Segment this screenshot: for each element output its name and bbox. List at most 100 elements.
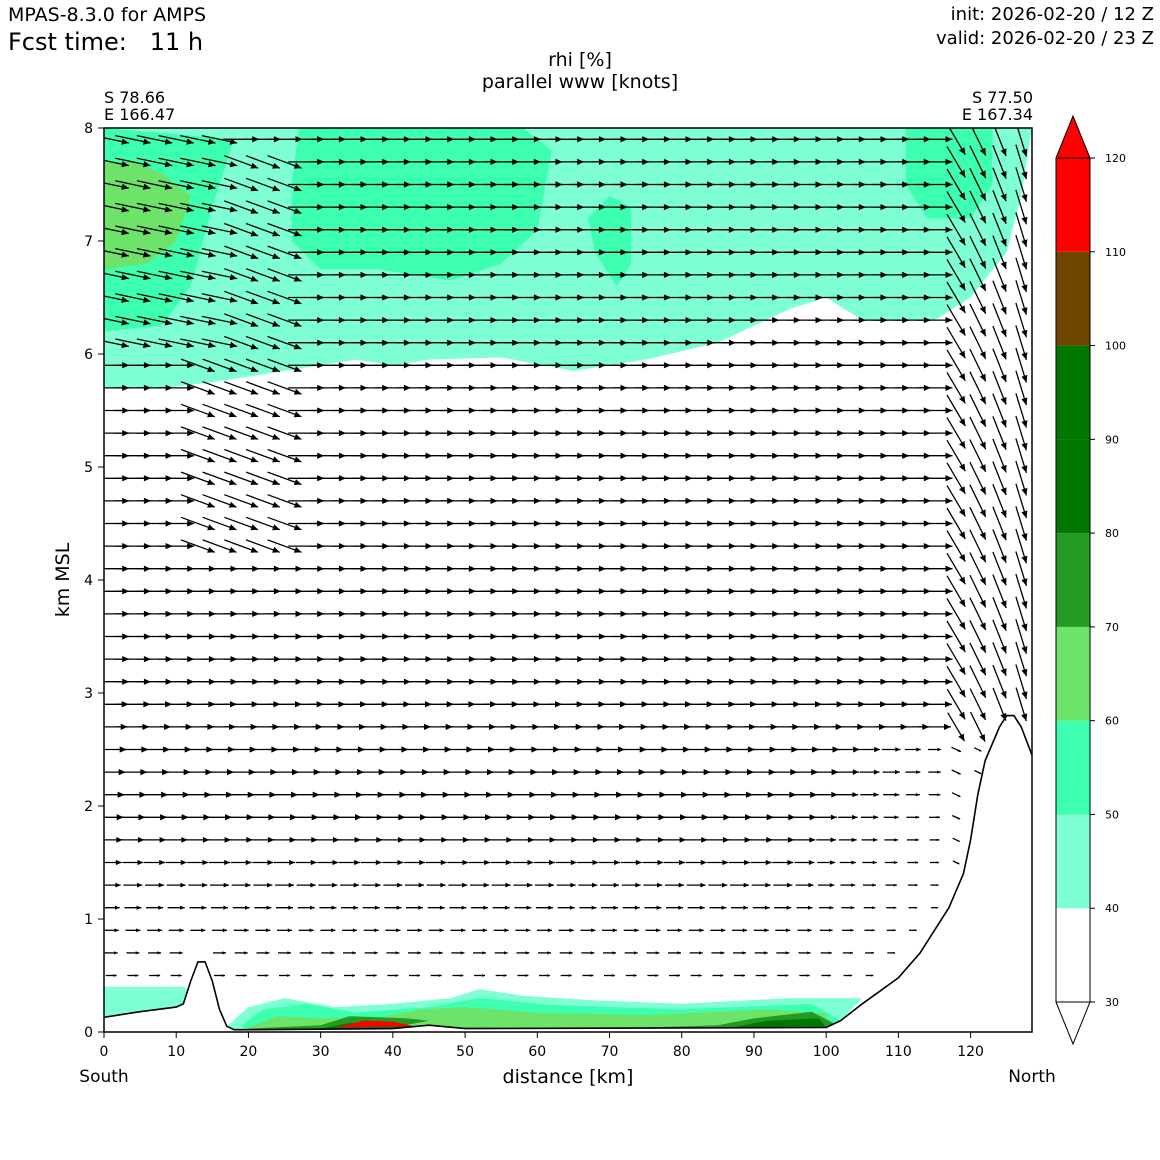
wind-arrow xyxy=(1015,257,1028,293)
wind-arrow xyxy=(104,295,129,303)
wind-arrow xyxy=(930,906,939,909)
wind-arrow xyxy=(364,951,378,955)
wind-arrow-head xyxy=(945,588,953,595)
wind-arrow-head xyxy=(978,771,982,774)
wind-arrow xyxy=(557,905,575,910)
wind-arrow-head xyxy=(764,951,768,955)
wind-arrow-head xyxy=(592,882,598,888)
wind-arrow xyxy=(245,516,281,531)
wind-arrow-head xyxy=(272,411,280,418)
wind-arrow xyxy=(946,417,966,449)
wind-arrow xyxy=(180,247,216,258)
wind-arrow-head xyxy=(1021,352,1028,360)
wind-arrow xyxy=(683,814,709,821)
wind-arrow xyxy=(706,837,730,843)
wind-arrow xyxy=(472,928,487,933)
wind-arrow-head xyxy=(250,366,259,372)
wind-arrow-head xyxy=(250,411,259,418)
wind-arrow xyxy=(603,951,616,955)
wind-arrow xyxy=(180,448,216,463)
wind-arrow xyxy=(120,814,146,821)
wind-arrow-head xyxy=(894,815,899,820)
wind-arrow-head xyxy=(1000,351,1007,360)
wind-arrow xyxy=(814,791,838,798)
colorbar-tick-label: 50 xyxy=(1105,808,1119,821)
wind-arrow xyxy=(946,372,966,404)
wind-arrow-head xyxy=(293,343,302,350)
wind-arrow xyxy=(322,974,334,977)
wind-arrow xyxy=(180,494,216,508)
wind-arrow xyxy=(582,974,594,977)
wind-arrow xyxy=(232,905,250,910)
wind-arrow xyxy=(180,381,216,395)
wind-arrow xyxy=(969,507,987,540)
wind-arrow-head xyxy=(959,305,966,313)
wind-arrow xyxy=(495,974,507,977)
wind-arrow-head xyxy=(1021,578,1028,586)
wind-arrow xyxy=(245,403,281,418)
wind-arrow xyxy=(1015,347,1028,383)
wind-arrow xyxy=(947,712,966,742)
wind-arrow-head xyxy=(568,974,572,977)
wind-arrow-head xyxy=(979,690,986,698)
wind-arrow-head xyxy=(1000,284,1007,292)
wind-arrow xyxy=(688,928,704,933)
wind-arrow-head xyxy=(571,837,578,843)
wind-arrow-head xyxy=(207,366,215,372)
wind-arrow-head xyxy=(121,296,129,303)
wind-arrow-head xyxy=(945,497,953,504)
wind-arrow xyxy=(664,859,685,866)
wind-arrow-head xyxy=(787,859,794,866)
wind-arrow xyxy=(1015,144,1028,180)
wind-arrow xyxy=(267,358,302,373)
wind-arrow-head xyxy=(744,859,750,866)
wind-arrow xyxy=(974,769,982,775)
wind-arrow-head xyxy=(633,974,637,977)
wind-arrow-head xyxy=(250,343,259,350)
wind-arrow xyxy=(908,906,918,909)
wind-arrow-head xyxy=(246,814,254,821)
wind-arrow xyxy=(214,974,225,977)
wind-arrow-head xyxy=(208,161,216,168)
wind-arrow-head xyxy=(143,296,151,303)
wind-arrow xyxy=(341,905,358,910)
wind-arrow-head xyxy=(187,475,195,482)
wind-arrow-head xyxy=(250,433,259,440)
wind-arrow-head xyxy=(915,883,918,887)
wind-arrow-head xyxy=(936,815,940,819)
wind-arrow-head xyxy=(701,837,708,843)
wind-arrow-head xyxy=(959,328,966,336)
wind-arrow xyxy=(136,270,173,281)
wind-arrow-head xyxy=(417,951,421,955)
wind-arrow xyxy=(820,951,832,955)
wind-arrow xyxy=(274,859,295,866)
wind-arrow-head xyxy=(548,882,554,888)
wind-arrow xyxy=(473,951,486,955)
wind-arrow-head xyxy=(158,905,164,910)
wind-arrow-head xyxy=(207,501,215,508)
x-tick-label: 70 xyxy=(601,1044,619,1060)
wind-arrow xyxy=(534,859,555,866)
wind-arrow xyxy=(969,574,987,608)
wind-arrow-head xyxy=(945,384,953,391)
wind-arrow xyxy=(429,951,443,955)
wind-arrow xyxy=(969,281,987,314)
wind-arrow xyxy=(136,157,173,168)
wind-arrow-head xyxy=(1000,577,1007,586)
wind-arrow-head xyxy=(187,407,195,414)
wind-arrow xyxy=(360,859,382,866)
wind-arrow xyxy=(317,859,339,866)
wind-arrow-head xyxy=(245,882,251,888)
wind-arrow xyxy=(839,860,856,865)
wind-arrow xyxy=(127,974,139,977)
wind-arrow xyxy=(467,814,492,821)
wind-arrow xyxy=(201,202,238,213)
wind-arrow-head xyxy=(722,859,729,866)
wind-arrow xyxy=(946,349,966,382)
wind-arrow-head xyxy=(272,343,280,350)
wind-arrow-head xyxy=(272,366,280,372)
wind-arrow-head xyxy=(121,319,129,326)
wind-arrow-head xyxy=(850,906,855,910)
wind-arrow-head xyxy=(290,814,297,821)
wind-arrow-head xyxy=(635,859,642,866)
